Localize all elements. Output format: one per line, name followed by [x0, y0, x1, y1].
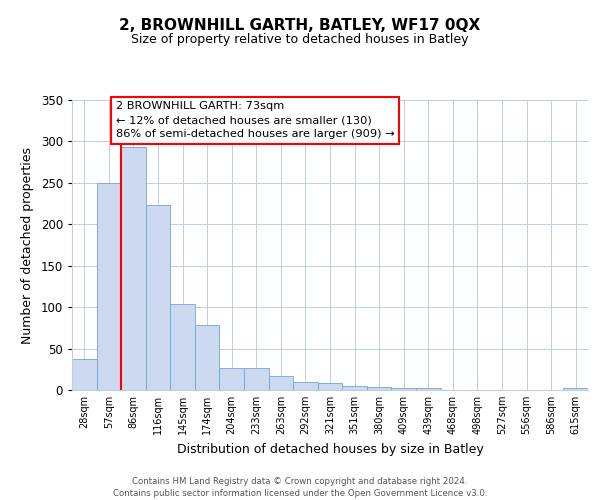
Bar — [416, 388, 440, 390]
Text: Contains HM Land Registry data © Crown copyright and database right 2024.: Contains HM Land Registry data © Crown c… — [132, 478, 468, 486]
Text: Contains public sector information licensed under the Open Government Licence v3: Contains public sector information licen… — [113, 489, 487, 498]
Text: 2 BROWNHILL GARTH: 73sqm
← 12% of detached houses are smaller (130)
86% of semi-: 2 BROWNHILL GARTH: 73sqm ← 12% of detach… — [116, 102, 394, 140]
Bar — [269, 376, 293, 390]
Text: Size of property relative to detached houses in Batley: Size of property relative to detached ho… — [131, 32, 469, 46]
Bar — [391, 388, 416, 390]
Bar — [367, 386, 391, 390]
Bar — [146, 205, 170, 390]
Bar — [121, 147, 146, 390]
Bar — [72, 358, 97, 390]
X-axis label: Distribution of detached houses by size in Batley: Distribution of detached houses by size … — [176, 442, 484, 456]
Bar — [244, 368, 269, 390]
Bar — [195, 326, 220, 390]
Y-axis label: Number of detached properties: Number of detached properties — [21, 146, 34, 344]
Bar — [563, 388, 588, 390]
Text: 2, BROWNHILL GARTH, BATLEY, WF17 0QX: 2, BROWNHILL GARTH, BATLEY, WF17 0QX — [119, 18, 481, 32]
Bar — [318, 382, 342, 390]
Bar — [170, 304, 195, 390]
Bar — [220, 368, 244, 390]
Bar — [293, 382, 318, 390]
Bar — [342, 386, 367, 390]
Bar — [97, 183, 121, 390]
